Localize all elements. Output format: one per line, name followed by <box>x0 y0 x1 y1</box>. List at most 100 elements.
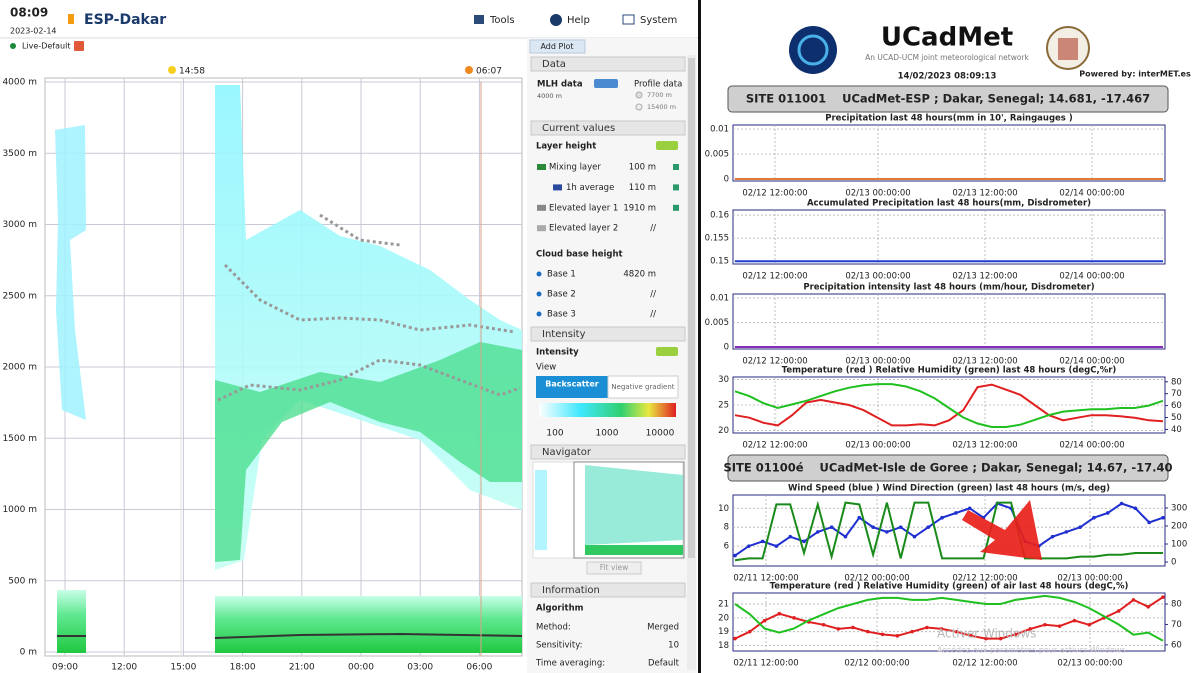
y-tick-label: 8 <box>724 523 729 533</box>
value: // <box>650 224 656 234</box>
chart-area <box>732 124 1166 182</box>
y2-tick-label: 60 <box>1171 640 1182 650</box>
site-banner <box>727 454 1169 482</box>
x-tick-label: 02/14 00:00:00 <box>1059 441 1124 451</box>
x-tick-label: 02/14 00:00:00 <box>1059 272 1124 282</box>
data-point <box>762 618 767 623</box>
sunset-time: 14:58 <box>179 67 205 77</box>
section-header <box>530 444 686 460</box>
data-point <box>939 627 944 631</box>
menu: Tools Help System <box>474 14 677 26</box>
x-tick-label: 02/12 12:00:00 <box>742 272 807 282</box>
info-rows: Method: Merged Sensitivity: 10 Time averagin… <box>535 623 680 669</box>
x-tick-label: 02/14 00:00:00 <box>1059 357 1124 367</box>
watermark: Accédez aux paramètres pour activer Wind… <box>937 645 1128 655</box>
data-point <box>1064 530 1069 534</box>
label: 1h average <box>566 183 614 193</box>
live-dot <box>10 43 16 49</box>
data-point <box>792 616 796 620</box>
x-tick-label: 02/12 00:00:00 <box>844 574 909 584</box>
value: 4820 m <box>623 270 656 280</box>
value: 100 m <box>629 163 656 173</box>
radio[interactable] <box>635 91 643 99</box>
y-tick-label: 19 <box>718 627 729 637</box>
label: Algorithm <box>536 604 584 614</box>
toggle[interactable] <box>656 141 678 150</box>
status-square <box>673 164 679 170</box>
data-point <box>1147 520 1151 525</box>
x-tick-label: 02/13 12:00:00 <box>952 189 1017 199</box>
site-title: UCadMet <box>881 23 1013 53</box>
option-label: Negative gradient <box>611 383 674 391</box>
radio[interactable] <box>635 103 643 111</box>
data-point <box>816 530 820 534</box>
x-tick-label: 02/12 12:00:00 <box>952 659 1017 669</box>
base-dot <box>536 271 542 277</box>
label: Sensitivity: <box>536 641 583 651</box>
x-tick-label: 02/13 12:00:00 <box>952 357 1017 367</box>
layer-icon <box>537 164 546 170</box>
system-icon <box>622 14 635 25</box>
menu-item[interactable]: System <box>640 15 677 26</box>
y-tick-label: 6 <box>724 542 729 552</box>
data-line <box>734 594 1164 642</box>
y-tick-label: 4000 m <box>2 78 37 88</box>
x-tick-label: 02/13 00:00:00 <box>845 189 910 199</box>
ucadmet-panel: UCadMet An UCAD-UCM joint meteorological… <box>698 0 1200 673</box>
menu-item[interactable]: Tools <box>489 15 515 26</box>
data-point <box>777 611 782 616</box>
data-point <box>895 634 900 638</box>
label: Elevated layer 1 <box>549 203 618 213</box>
section-header <box>530 582 686 598</box>
data-point <box>885 530 889 534</box>
data-point <box>1043 622 1047 627</box>
view-option-selected[interactable] <box>536 376 608 398</box>
scrollbar-thumb[interactable] <box>688 58 695 558</box>
option-label: Backscatter <box>545 380 599 389</box>
logo <box>789 26 837 74</box>
y-tick-label: 500 m <box>8 576 37 586</box>
elevated-layer-dots <box>223 263 516 334</box>
x-tick-label: 06:00 <box>466 663 492 673</box>
view-option[interactable] <box>607 375 679 399</box>
tools-icon <box>474 15 484 24</box>
chart-area <box>732 293 1166 350</box>
elevated-layer-dots <box>319 213 401 247</box>
data-line <box>734 502 1164 557</box>
y-tick-label: 0.15 <box>710 257 729 267</box>
watermark: Activer Windows <box>937 627 1036 641</box>
x-tick-label: 02/13 12:00:00 <box>952 272 1017 282</box>
add-plot-button[interactable] <box>529 39 586 54</box>
chart-area <box>732 209 1166 265</box>
close-tab[interactable] <box>74 41 84 51</box>
preview-window[interactable] <box>573 461 685 559</box>
tab[interactable]: Live-Default <box>22 42 70 51</box>
y-tick-label: 1500 m <box>2 434 37 444</box>
x-tick-label: 02/13 00:00:00 <box>845 357 910 367</box>
sunrise-time: 06:07 <box>476 67 502 77</box>
signal-area <box>55 125 86 420</box>
y-tick-label: 3500 m <box>2 149 37 159</box>
data-point <box>925 625 929 630</box>
data-line <box>734 500 1163 562</box>
x-tick-label: 02/13 00:00:00 <box>845 272 910 282</box>
fit-view-button[interactable] <box>586 561 642 575</box>
y-tick-label: 25 <box>718 401 729 411</box>
logo-ring <box>797 34 829 66</box>
toggle[interactable] <box>656 347 678 356</box>
data-point <box>774 544 779 548</box>
data-point <box>954 511 958 515</box>
data-point <box>998 636 1003 641</box>
layer-icon <box>537 204 546 211</box>
data-point <box>1087 622 1092 627</box>
data-point <box>1105 511 1110 515</box>
label: 7700 m <box>647 91 672 99</box>
toggle[interactable] <box>594 79 618 88</box>
menu-item[interactable]: Help <box>567 15 590 26</box>
signal-area <box>215 596 522 653</box>
chart-title: Precipitation last 48 hours(mm in 10', R… <box>825 114 1073 124</box>
sidebar: Add Plot Data MLH data 4000 m Profile da… <box>527 38 697 673</box>
data-point <box>788 534 793 539</box>
x-tick-label: 02/12 12:00:00 <box>742 189 807 199</box>
help-icon <box>550 14 562 26</box>
